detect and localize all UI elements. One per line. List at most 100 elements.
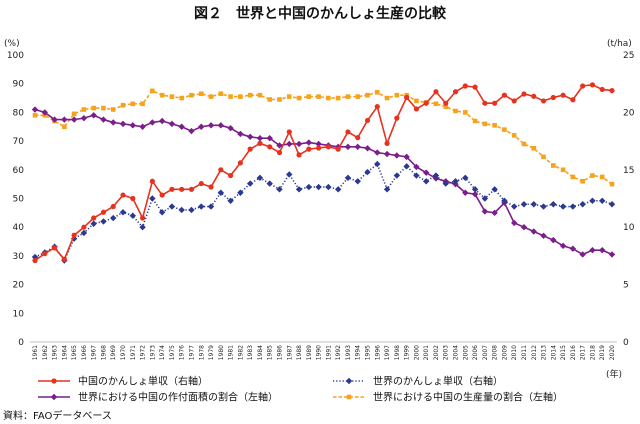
- x-axis-tick-label: 1998: [394, 345, 401, 360]
- series-4: [32, 88, 615, 187]
- series-4-point: [296, 95, 302, 101]
- series-3-point: [579, 251, 586, 258]
- series-3-point: [149, 119, 156, 126]
- left-axis-tick-label: 50: [13, 195, 25, 205]
- x-axis-tick-label: 1988: [296, 345, 303, 360]
- series-1: [32, 82, 615, 264]
- series-2: [31, 160, 616, 264]
- x-axis-tick-label: 1981: [228, 345, 235, 360]
- series-2-point: [471, 186, 479, 193]
- x-axis-tick-label: 2020: [609, 345, 616, 360]
- series-1-point: [589, 82, 596, 88]
- series-1-point: [492, 100, 498, 106]
- series-4-point: [316, 94, 321, 99]
- series-4-point: [71, 111, 77, 117]
- series-4-point: [120, 102, 126, 108]
- series-3-point: [198, 123, 205, 130]
- x-axis-tick-label: 1990: [316, 345, 323, 360]
- x-axis-tick-label: 1969: [110, 345, 117, 360]
- series-3-point: [256, 135, 264, 142]
- x-axis-tick-label: 1976: [179, 345, 186, 360]
- series-3-point: [422, 169, 430, 176]
- series-2-point: [168, 203, 176, 210]
- series-4-point: [110, 107, 116, 112]
- series-3-point: [305, 139, 313, 146]
- series-2-point: [422, 178, 430, 185]
- series-1-point: [267, 144, 273, 150]
- series-4-point: [208, 94, 214, 99]
- right-axis: 0 5 10 15 20 25: [623, 51, 635, 348]
- x-axis-tick-label: 1997: [384, 345, 391, 360]
- legend: 中国のかんしょ単収（右軸） 世界のかんしょ単収（右軸） 世界における中国の作付面積の…: [38, 375, 563, 404]
- series-2-point: [608, 201, 616, 208]
- x-axis-tick-label: 2018: [589, 345, 596, 360]
- series-4-point: [472, 118, 478, 124]
- series-4-point: [277, 97, 282, 102]
- legend-marker: [345, 377, 353, 385]
- series-2-point: [110, 214, 117, 222]
- series-1-point: [482, 100, 488, 106]
- series-1-point: [384, 140, 390, 146]
- series-4-point: [267, 97, 273, 102]
- series-4-point: [502, 127, 507, 132]
- series-1-point: [462, 83, 468, 89]
- series-1-point: [501, 92, 508, 98]
- series-2-point: [295, 186, 303, 193]
- series-4-point: [531, 145, 537, 151]
- series-2-point: [550, 201, 557, 208]
- legend-label: 世界における中国の作付面積の割合（左軸）: [78, 391, 278, 404]
- series-4-point: [443, 104, 449, 109]
- series-2-point: [432, 172, 440, 179]
- left-axis-tick-label: 0: [18, 338, 24, 348]
- series-3-point: [520, 224, 528, 231]
- series-2-point: [413, 172, 420, 179]
- series-4-point: [560, 167, 566, 173]
- series-1-point: [345, 129, 351, 135]
- x-axis-tick-label: 1995: [365, 345, 372, 360]
- series-4-point: [218, 91, 224, 97]
- series-2-point: [139, 224, 146, 231]
- left-axis-tick-label: 30: [13, 252, 25, 262]
- series-2-point: [374, 160, 381, 168]
- x-axis-tick-label: 1984: [257, 345, 264, 360]
- series-2-point: [579, 201, 586, 208]
- series-3-point: [569, 245, 577, 252]
- series-2-point: [90, 220, 97, 227]
- series-4-point: [238, 94, 243, 99]
- series-4-point: [140, 101, 145, 107]
- series-1-point: [452, 89, 459, 95]
- series-3-point: [354, 143, 361, 151]
- series-2-point: [354, 178, 361, 185]
- series-4-point: [492, 123, 497, 128]
- series-1-point: [159, 192, 165, 198]
- x-axis-tick-label: 2005: [462, 345, 469, 360]
- series-4-point: [159, 92, 165, 98]
- series-2-point: [403, 163, 410, 170]
- series-4-point: [394, 92, 400, 98]
- series-3-point: [80, 114, 88, 122]
- series-4-point: [541, 154, 546, 160]
- series-1-point: [550, 94, 556, 101]
- series-4-point: [62, 124, 67, 130]
- series-4-point: [335, 95, 341, 101]
- series-2-point: [520, 201, 528, 208]
- x-axis-tick-label: 1972: [140, 345, 147, 360]
- plot-area: [31, 82, 616, 264]
- x-axis-tick-label: 1971: [130, 345, 137, 360]
- series-3-point: [589, 246, 596, 254]
- series-1-point: [335, 146, 341, 152]
- series-1-point: [580, 83, 586, 89]
- series-2-point: [158, 209, 166, 216]
- series-3-point: [413, 163, 420, 171]
- legend-marker: [51, 378, 57, 384]
- right-axis-unit-label: (t/ha): [607, 39, 632, 49]
- series-4-point: [433, 101, 439, 107]
- series-3-point: [403, 153, 410, 161]
- series-1-point: [198, 180, 204, 187]
- series-4-point: [169, 94, 175, 99]
- series-1-point: [91, 215, 97, 221]
- series-2-point: [266, 180, 273, 187]
- x-axis-tick-label: 1996: [374, 345, 381, 360]
- series-2-point: [452, 178, 459, 185]
- series-1-point: [71, 232, 77, 238]
